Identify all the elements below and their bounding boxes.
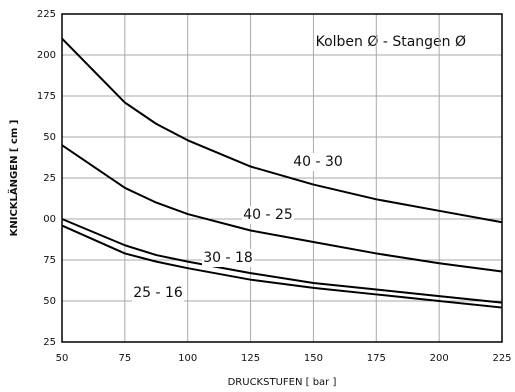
x-tick-label: 50 — [56, 353, 69, 364]
plot-frame — [61, 13, 503, 343]
series-label: 40 - 30 — [293, 154, 343, 170]
y-tick-label: 200 — [37, 50, 56, 61]
legend-title: Kolben Ø - Stangen Ø — [316, 34, 466, 50]
y-tick-label: 25 — [43, 173, 56, 184]
series-label-bg — [202, 249, 254, 267]
x-tick-label: 200 — [430, 353, 449, 364]
series-label: 40 - 25 — [243, 207, 293, 223]
y-tick-label: 25 — [43, 337, 56, 348]
x-tick-label: 75 — [118, 353, 131, 364]
series-label-bg — [132, 284, 184, 302]
x-tick-label: 100 — [178, 353, 197, 364]
series-line — [61, 144, 503, 273]
x-tick-label: 125 — [241, 353, 260, 364]
y-axis-label: KNICKLÄNGEN [ cm ] — [6, 120, 20, 237]
y-tick-label: 75 — [43, 255, 56, 266]
y-tick-label: 175 — [37, 91, 56, 102]
series-label-bg — [242, 206, 294, 224]
series-label-bg — [292, 153, 344, 171]
series-label: 30 - 18 — [203, 250, 253, 266]
x-axis-label: DRUCKSTUFEN [ bar ] — [228, 377, 337, 388]
series-line — [61, 218, 503, 304]
series-label: 25 - 16 — [133, 285, 183, 301]
y-tick-label: 00 — [43, 214, 56, 225]
x-tick-label: 175 — [367, 353, 386, 364]
series-line — [61, 224, 503, 309]
y-tick-label: 50 — [43, 132, 56, 143]
x-tick-label: 225 — [492, 353, 511, 364]
y-tick-label: 50 — [43, 296, 56, 307]
y-tick-label: 225 — [37, 9, 56, 20]
series-line — [61, 37, 503, 224]
x-tick-label: 150 — [304, 353, 323, 364]
